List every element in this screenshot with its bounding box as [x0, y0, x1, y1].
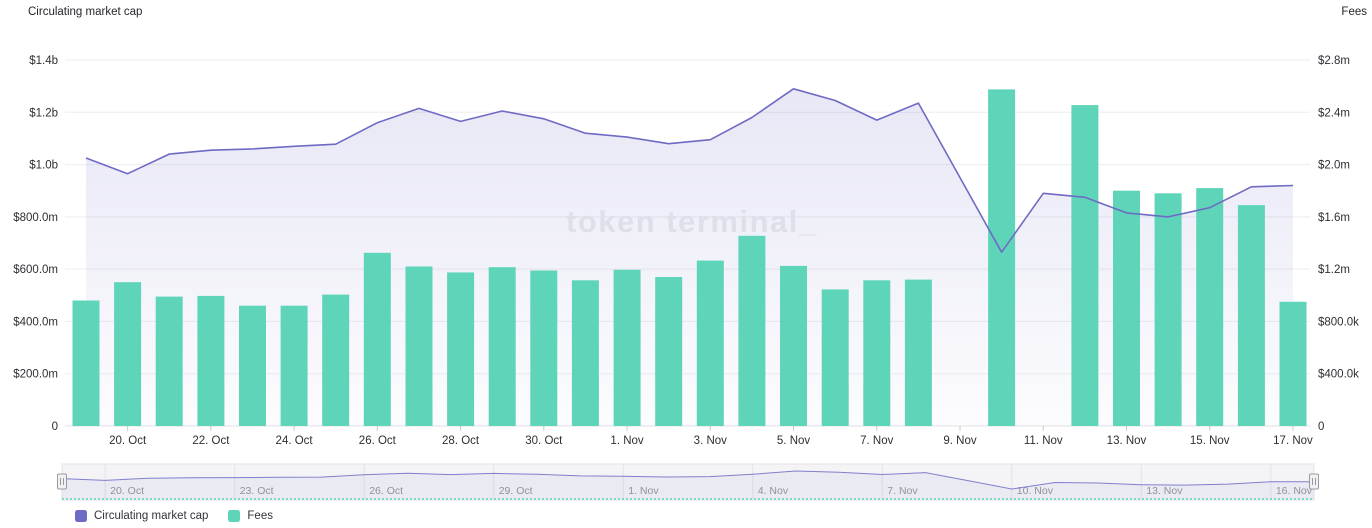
fees-bar[interactable] [447, 272, 475, 426]
x-axis-tick-label: 28. Oct [442, 435, 480, 447]
fees-bar[interactable] [488, 267, 516, 426]
navigator-handle-right[interactable] [1309, 473, 1319, 490]
navigator-date-label: 4. Nov [758, 485, 789, 497]
left-axis-tick-label: $600.0m [13, 264, 58, 276]
fees-bar[interactable] [571, 280, 599, 426]
x-axis-tick-label: 1. Nov [610, 435, 643, 447]
navigator-date-label: 10. Nov [1017, 485, 1054, 497]
navigator-date-label: 29. Oct [499, 485, 533, 497]
right-axis-tick-label: $800.0k [1318, 316, 1359, 328]
left-axis-tick-label: 0 [52, 421, 58, 433]
x-axis-tick-label: 15. Nov [1190, 435, 1230, 447]
fees-bar[interactable] [821, 289, 849, 426]
x-axis-tick-label: 11. Nov [1024, 435, 1063, 447]
x-axis-tick-label: 26. Oct [359, 435, 397, 447]
fees-bar[interactable] [322, 294, 350, 426]
right-axis-tick-label: $1.2m [1318, 264, 1350, 276]
x-axis-tick-label: 5. Nov [777, 435, 810, 447]
navigator-date-label: 23. Oct [240, 485, 274, 497]
legend-item-fees[interactable]: Fees [228, 510, 273, 522]
right-axis-tick-label: $2.8m [1318, 55, 1350, 67]
fees-bar[interactable] [1154, 193, 1182, 426]
legend-item-market-cap[interactable]: Circulating market cap [75, 510, 208, 522]
market-cap-line[interactable] [85, 88, 1294, 253]
left-axis-tick-label: $400.0m [13, 316, 58, 328]
fees-bar[interactable] [904, 279, 932, 426]
x-axis-tick-label: 7. Nov [860, 435, 893, 447]
fees-bar[interactable] [655, 277, 683, 426]
x-axis-tick-label: 17. Nov [1273, 435, 1313, 447]
fees-bar[interactable] [780, 265, 807, 426]
x-axis-tick-label: 13. Nov [1107, 435, 1147, 447]
market-cap-swatch [75, 510, 87, 522]
left-axis-tick-label: $800.0m [13, 212, 58, 224]
right-axis-title: Fees [1341, 6, 1367, 18]
fees-bar[interactable] [1237, 205, 1265, 426]
fees-bar[interactable] [738, 235, 766, 426]
fees-bar[interactable] [197, 295, 225, 426]
navigator-handle-grip[interactable] [57, 473, 67, 490]
legend-label-fees: Fees [247, 510, 273, 522]
navigator-date-label: 20. Oct [110, 485, 144, 497]
navigator-handle-left[interactable] [57, 473, 67, 490]
fees-bar[interactable] [1071, 105, 1099, 426]
fees-bar[interactable] [1196, 188, 1224, 426]
x-axis-tick-label: 9. Nov [943, 435, 976, 447]
x-axis-tick-label: 24. Oct [276, 435, 314, 447]
fees-bar[interactable] [72, 300, 100, 427]
fees-bar[interactable] [530, 270, 558, 427]
x-axis-tick-label: 20. Oct [109, 435, 147, 447]
fees-bar[interactable] [1279, 301, 1307, 426]
token-terminal-watermark: token terminal_ [566, 204, 818, 239]
navigator-area [62, 471, 1314, 499]
fees-bar[interactable] [988, 89, 1016, 427]
fees-bar[interactable] [114, 282, 142, 426]
main-chart: $1.4b $2.8m $1.2b $2.4m $1.0b $2.0m $800.0m $1.… [13, 55, 1359, 447]
right-axis-tick-label: 0 [1318, 421, 1324, 433]
navigator-date-label: 1. Nov [628, 485, 659, 497]
left-axis-tick-label: $1.4b [29, 55, 58, 67]
right-axis-tick-label: $1.6m [1318, 212, 1350, 224]
navigator-date-label: 13. Nov [1146, 485, 1183, 497]
fees-bar[interactable] [155, 296, 183, 426]
left-axis-tick-label: $200.0m [13, 369, 58, 381]
navigator-date-label: 16. Nov [1276, 485, 1313, 497]
right-axis-tick-label: $2.0m [1318, 160, 1350, 172]
right-axis-tick-label: $2.4m [1318, 107, 1350, 119]
right-axis-tick-label: $400.0k [1318, 369, 1359, 381]
x-axis-tick-label: 22. Oct [192, 435, 230, 447]
navigator-date-label: 7. Nov [887, 485, 918, 497]
legend: Circulating market cap Fees [75, 510, 273, 522]
fees-bar[interactable] [1113, 190, 1140, 426]
left-axis-title: Circulating market cap [28, 6, 143, 18]
navigator-track[interactable] [61, 463, 1315, 501]
left-axis-tick-label: $1.0b [29, 160, 58, 172]
navigator-handle-grip[interactable] [1309, 473, 1319, 490]
legend-label-market-cap: Circulating market cap [94, 510, 209, 522]
fees-bar[interactable] [363, 252, 391, 426]
navigator-date-label: 26. Oct [369, 485, 403, 497]
navigator-market-cap-line [61, 470, 1315, 490]
fees-swatch [228, 510, 241, 522]
fees-bar[interactable] [405, 266, 433, 427]
fees-bar[interactable] [696, 260, 724, 426]
x-axis-tick-label: 3. Nov [694, 435, 727, 447]
fees-bar[interactable] [613, 269, 641, 426]
fees-bar[interactable] [239, 305, 266, 426]
fees-bar[interactable] [280, 305, 308, 426]
left-axis-tick-label: $1.2b [29, 107, 58, 119]
fees-bar[interactable] [863, 280, 891, 426]
x-axis-tick-label: 30. Oct [525, 435, 563, 447]
